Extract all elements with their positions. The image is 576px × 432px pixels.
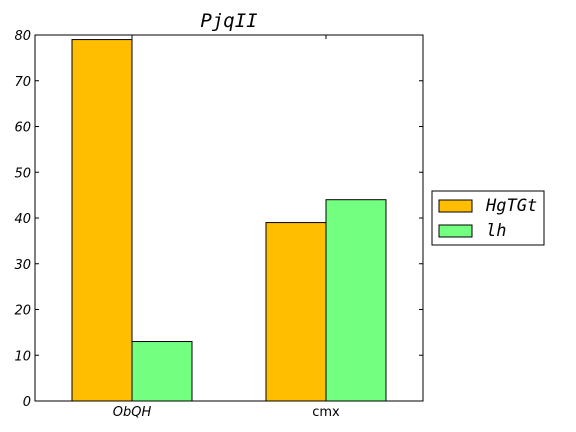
y-tick-label: 10 (14, 349, 31, 364)
x-tick-label: ObQH (113, 405, 152, 420)
bar-HgTGt-cmx (265, 222, 327, 402)
y-tick-label: 20 (14, 304, 31, 319)
legend-label-HgTGt: HgTGt (485, 196, 537, 216)
y-tick-label: 80 (14, 29, 31, 44)
y-tick-label: 60 (14, 121, 31, 136)
bar-HgTGt-ObQH (71, 39, 133, 402)
y-tick-label: 40 (14, 212, 31, 227)
legend: HgTGt lh (431, 190, 545, 246)
y-tick-label: 0 (23, 395, 31, 410)
plot-area: 0 10 20 30 40 50 60 70 80 ObQH cmx (14, 29, 424, 420)
legend-swatch-HgTGt (438, 199, 473, 213)
y-tick-label: 30 (14, 258, 31, 273)
y-tick-label: 70 (14, 75, 31, 90)
y-tick-label: 50 (14, 166, 31, 181)
bar-lh-cmx (325, 199, 387, 402)
chart-title: PjqII (200, 10, 257, 32)
bar-lh-ObQH (131, 341, 193, 402)
legend-swatch-lh (438, 224, 473, 238)
legend-label-lh: lh (486, 221, 506, 241)
x-tick-label: cmx (312, 405, 340, 420)
